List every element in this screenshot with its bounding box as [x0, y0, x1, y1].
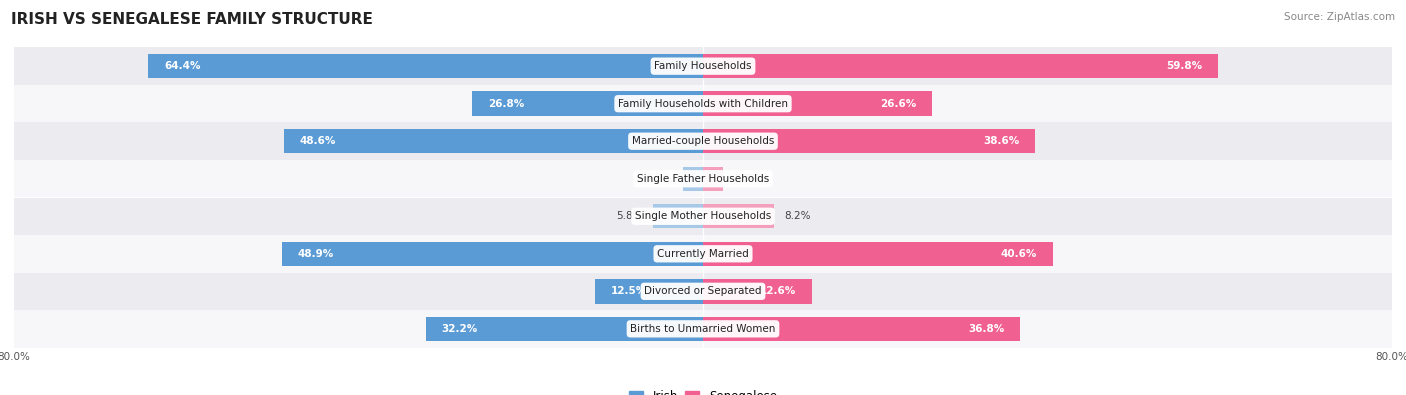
- Text: Currently Married: Currently Married: [657, 249, 749, 259]
- Legend: Irish, Senegalese: Irish, Senegalese: [624, 385, 782, 395]
- Bar: [281, 242, 703, 266]
- Text: 59.8%: 59.8%: [1167, 61, 1202, 71]
- Bar: [703, 242, 1053, 266]
- Bar: [14, 47, 1392, 85]
- Bar: [703, 204, 773, 228]
- Bar: [703, 92, 932, 116]
- Text: 64.4%: 64.4%: [165, 61, 201, 71]
- Text: Married-couple Households: Married-couple Households: [631, 136, 775, 146]
- Bar: [14, 198, 1392, 235]
- Text: Divorced or Separated: Divorced or Separated: [644, 286, 762, 296]
- Bar: [284, 129, 703, 153]
- Bar: [683, 167, 703, 191]
- Bar: [14, 160, 1392, 198]
- Bar: [426, 317, 703, 341]
- Text: 2.3%: 2.3%: [733, 174, 759, 184]
- Bar: [14, 273, 1392, 310]
- Text: 26.8%: 26.8%: [488, 99, 524, 109]
- Bar: [149, 54, 703, 78]
- Text: 48.9%: 48.9%: [298, 249, 333, 259]
- Text: 12.5%: 12.5%: [610, 286, 647, 296]
- Bar: [14, 310, 1392, 348]
- Bar: [14, 235, 1392, 273]
- Text: Single Mother Households: Single Mother Households: [636, 211, 770, 221]
- Text: 8.2%: 8.2%: [785, 211, 810, 221]
- Text: 12.6%: 12.6%: [759, 286, 796, 296]
- Bar: [703, 279, 811, 303]
- Text: 5.8%: 5.8%: [616, 211, 643, 221]
- Text: Births to Unmarried Women: Births to Unmarried Women: [630, 324, 776, 334]
- Bar: [14, 85, 1392, 122]
- Bar: [595, 279, 703, 303]
- Text: 32.2%: 32.2%: [441, 324, 478, 334]
- Bar: [703, 129, 1035, 153]
- Text: Single Father Households: Single Father Households: [637, 174, 769, 184]
- Bar: [703, 317, 1019, 341]
- Bar: [703, 167, 723, 191]
- Text: 26.6%: 26.6%: [880, 99, 917, 109]
- Text: Family Households with Children: Family Households with Children: [619, 99, 787, 109]
- Text: 36.8%: 36.8%: [969, 324, 1004, 334]
- Bar: [472, 92, 703, 116]
- Bar: [14, 122, 1392, 160]
- Text: Family Households: Family Households: [654, 61, 752, 71]
- Text: 38.6%: 38.6%: [984, 136, 1019, 146]
- Bar: [652, 204, 703, 228]
- Bar: [703, 54, 1218, 78]
- Text: IRISH VS SENEGALESE FAMILY STRUCTURE: IRISH VS SENEGALESE FAMILY STRUCTURE: [11, 12, 373, 27]
- Text: Source: ZipAtlas.com: Source: ZipAtlas.com: [1284, 12, 1395, 22]
- Text: 2.3%: 2.3%: [647, 174, 673, 184]
- Text: 40.6%: 40.6%: [1001, 249, 1038, 259]
- Text: 48.6%: 48.6%: [299, 136, 336, 146]
